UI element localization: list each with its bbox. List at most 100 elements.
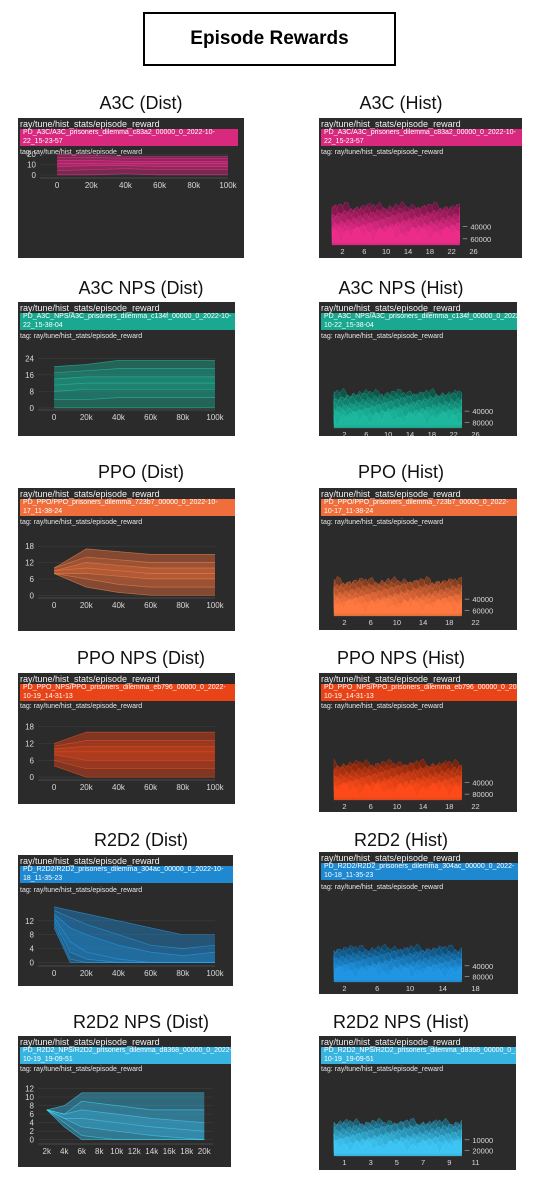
quantile-band (54, 383, 215, 392)
x-tick-label: 0 (52, 413, 57, 422)
quantile-band (54, 573, 215, 588)
x-tick-label: 10 (382, 247, 390, 256)
x-tick-label: 6 (364, 430, 368, 436)
run-label: PD_PPO_NPS/PPO_prisoners_dilemma_eb796_0… (321, 684, 517, 701)
y-tick-label: 40000 (472, 595, 493, 604)
tag-label: tag: ray/tune/hist_stats/episode_reward (20, 1066, 143, 1073)
y-tick-label: 60000 (472, 606, 493, 615)
y-tick-label: 12 (25, 917, 34, 926)
histogram-ridge (333, 964, 462, 983)
chart-caption: A3C (Dist) (99, 93, 183, 113)
pponps-hist-panel[interactable]: ray/tune/hist_stats/episode_reward PD_PPO… (319, 673, 517, 812)
ppo-dist-panel[interactable]: ray/tune/hist_stats/episode_reward PD_PPO… (18, 488, 235, 631)
x-tick-label: 60k (144, 413, 158, 422)
quantile-line (54, 359, 215, 367)
quantile-line (53, 556, 215, 569)
x-tick-label: 40k (112, 413, 126, 422)
y-tick-label: 10000 (472, 1136, 493, 1145)
x-tick-label: 22 (450, 430, 458, 436)
a3cnps-hist-panel[interactable]: ray/tune/hist_stats/episode_reward PD_A3C… (319, 302, 517, 436)
y-tick-label: 40000 (470, 222, 491, 231)
quantile-line (46, 1100, 205, 1115)
y-tick-label: 4 (30, 1119, 35, 1128)
y-tick-label: 18 (25, 542, 34, 551)
quantile-line (54, 573, 215, 580)
x-tick-label: 5 (395, 1158, 399, 1167)
quantile-band (54, 397, 215, 408)
x-tick-label: 40k (112, 783, 126, 792)
a3c-hist-panel[interactable]: ray/tune/hist_stats/episode_reward PD_A3C… (319, 118, 522, 258)
quantile-band (46, 1109, 205, 1132)
x-tick-label: 12k (128, 1147, 142, 1156)
x-tick-label: 40k (112, 969, 126, 978)
histogram-ridge (331, 225, 460, 246)
run-label: PD_PPO_NPS/PPO_prisoners_dilemma_eb796_0… (20, 684, 235, 701)
quantile-line (54, 759, 215, 770)
chart-caption: A3C NPS (Hist) (338, 278, 464, 298)
x-tick-label: 100k (219, 181, 237, 190)
y-tick-label: 80000 (472, 973, 493, 982)
chart-title: ray/tune/hist_stats/episode_reward (321, 853, 461, 863)
r2d2-dist-svg: 0 4 8 12 0 20k 40k 60k 80k 100k (25, 906, 225, 978)
y-tick-label: 40000 (472, 407, 493, 416)
x-tick-label: 20k (85, 181, 99, 190)
x-tick-label: 60k (144, 783, 158, 792)
x-tick-label: 40k (112, 601, 126, 610)
y-tick-label: 10 (25, 1093, 34, 1102)
chart-caption: A3C NPS (Dist) (78, 278, 204, 298)
quantile-band (54, 573, 215, 596)
pponps-dist-panel[interactable]: ray/tune/hist_stats/episode_reward PD_PPO… (18, 673, 235, 804)
ppo-hist-panel[interactable]: ray/tune/hist_stats/episode_reward PD_PPO… (319, 488, 517, 630)
x-tick-label: 6 (369, 618, 373, 627)
x-tick-label: 100k (206, 601, 224, 610)
x-tick-label: 80k (176, 783, 190, 792)
x-tick-label: 80k (176, 601, 190, 610)
tag-label: tag: ray/tune/hist_stats/episode_reward (20, 333, 143, 340)
a3cnps-dist-svg: 0 8 16 24 0 20k 40k 60k 80k 100k (25, 354, 225, 422)
x-tick-label: 0 (55, 181, 60, 190)
r2d2-hist-panel[interactable]: ray/tune/hist_stats/episode_reward PD_R2D… (319, 852, 518, 994)
x-tick-label: 6 (362, 247, 366, 256)
run-label: PD_R2D2_NPS/R2D2_prisoners_dilemma_d8368… (321, 1047, 516, 1064)
r2d2-dist-panel[interactable]: ray/tune/hist_stats/episode_reward PD_R2D… (18, 855, 233, 986)
x-tick-label: 2 (342, 984, 346, 993)
ppo-hist-svg: 40000 60000 2 6 10 14 18 22 (333, 576, 493, 627)
chart-caption: PPO NPS (Hist) (336, 648, 465, 668)
x-tick-label: 6 (375, 984, 379, 993)
x-tick-label: 10 (393, 618, 401, 627)
quantile-line (57, 160, 228, 162)
x-tick-label: 100k (206, 413, 224, 422)
y-tick-label: 6 (30, 756, 35, 765)
y-tick-label: 8 (30, 931, 35, 940)
a3cnps-dist-panel[interactable]: ray/tune/hist_stats/episode_reward PD_A3C… (18, 302, 235, 436)
x-tick-label: 2 (342, 802, 346, 811)
tag-label: tag: ray/tune/hist_stats/episode_reward (321, 703, 444, 710)
a3c-dist-panel[interactable]: ray/tune/hist_stats/episode_reward PD_A3C… (18, 118, 244, 258)
x-tick-label: 60k (144, 969, 158, 978)
x-tick-label: 18 (445, 802, 453, 811)
x-tick-label: 22 (448, 247, 456, 256)
y-tick-label: 4 (30, 945, 35, 954)
quantile-line (57, 173, 228, 176)
x-tick-label: 20k (198, 1147, 212, 1156)
y-tick-label: 0 (30, 773, 35, 782)
y-tick-label: 6 (30, 1110, 35, 1119)
quantile-band (54, 376, 215, 386)
tag-label: tag: ray/tune/hist_stats/episode_reward (321, 149, 444, 156)
x-tick-label: 26 (469, 247, 477, 256)
r2d2nps-hist-panel[interactable]: ray/tune/hist_stats/episode_reward PD_R2D… (319, 1036, 516, 1170)
x-tick-label: 80k (187, 181, 201, 190)
quantile-line (46, 1109, 205, 1141)
quantile-line (53, 910, 216, 949)
chart-title: ray/tune/hist_stats/episode_reward (20, 674, 160, 684)
r2d2nps-hist-svg: 10000 20000 1 3 5 7 9 11 (333, 1117, 493, 1167)
x-tick-label: 18 (426, 247, 434, 256)
chart-caption: PPO NPS (Dist) (76, 648, 205, 668)
x-tick-label: 18 (428, 430, 436, 436)
quantile-line (54, 745, 215, 750)
x-tick-label: 20k (80, 969, 94, 978)
chart-title: ray/tune/hist_stats/episode_reward (321, 489, 461, 499)
quantile-line (57, 153, 228, 157)
r2d2nps-dist-panel[interactable]: ray/tune/hist_stats/episode_reward PD_R2D… (18, 1036, 231, 1167)
chart-title: ray/tune/hist_stats/episode_reward (20, 119, 160, 129)
